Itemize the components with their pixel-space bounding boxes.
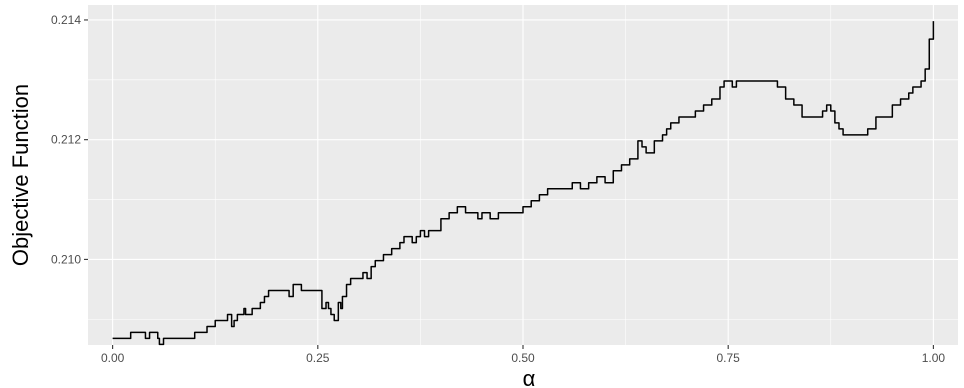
x-tick-label: 0.00 [101, 351, 125, 365]
y-axis-ticks: 0.210 0.212 0.214 [51, 13, 88, 266]
x-tick-label: 0.25 [306, 351, 330, 365]
major-gridlines [88, 5, 958, 345]
x-tick-label: 0.75 [717, 351, 741, 365]
x-tick-label: 1.00 [922, 351, 946, 365]
y-tick-label: 0.210 [51, 252, 81, 266]
y-axis-title: Objective Function [8, 84, 33, 266]
x-tick-label: 0.50 [511, 351, 535, 365]
y-tick-label: 0.212 [51, 133, 81, 147]
x-axis-title: α [523, 366, 536, 388]
x-axis-ticks: 0.00 0.25 0.50 0.75 1.00 [101, 345, 945, 365]
y-tick-label: 0.214 [51, 13, 81, 27]
objective-function-line [112, 21, 935, 346]
